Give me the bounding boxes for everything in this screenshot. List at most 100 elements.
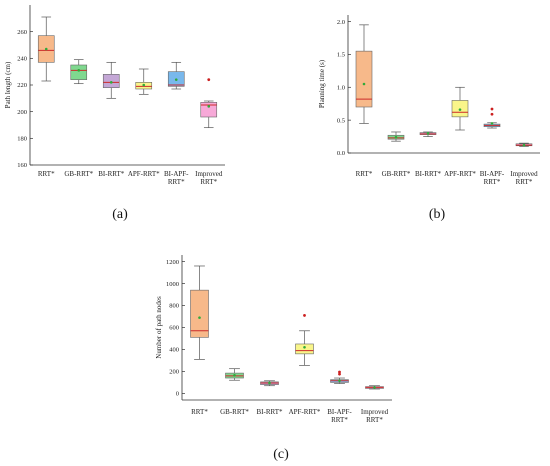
x-category-label: Improved [510, 170, 538, 178]
mean-marker [174, 78, 178, 81]
mean-marker [490, 122, 494, 125]
x-category-label: Improved [361, 408, 389, 416]
x-category-label: BI-RRT* [98, 170, 125, 178]
y-tick-label: 0 [176, 391, 179, 398]
y-tick-label: 160 [17, 162, 27, 169]
mean-marker [109, 81, 113, 84]
box-3 [419, 131, 437, 137]
y-axis-label: Planning time (s) [318, 59, 326, 108]
box-1 [355, 24, 373, 124]
x-category-label: RRT* [516, 178, 533, 186]
y-tick-label: 2.0 [337, 19, 345, 26]
box-5 [483, 107, 501, 129]
y-tick-label: 1.0 [337, 84, 345, 91]
panel-label: (a) [112, 207, 128, 222]
y-tick-label: 180 [17, 136, 27, 143]
x-category-label: RRT* [331, 416, 348, 424]
y-tick-label: 1200 [166, 259, 179, 266]
x-category-label: RRT* [38, 170, 55, 178]
panel-label: (c) [273, 447, 289, 462]
x-category-label: BI-APF- [164, 170, 189, 178]
x-category-label: BI-RRT* [256, 408, 283, 416]
x-category-label: RRT* [168, 178, 185, 186]
box-6 [365, 385, 384, 390]
iqr-box [295, 343, 314, 355]
box-6 [200, 78, 218, 129]
y-tick-label: 200 [17, 109, 27, 116]
mean-marker [142, 83, 146, 87]
y-tick-label: 1000 [166, 281, 179, 288]
x-category-label: APF-RRT* [444, 170, 476, 178]
box-3 [102, 61, 120, 99]
box-5 [167, 61, 185, 90]
box-5 [330, 370, 349, 384]
x-category-label: RRT* [200, 178, 217, 186]
outlier-point [338, 370, 341, 374]
box-1 [190, 265, 209, 360]
outlier-point [303, 314, 306, 317]
box-1 [37, 16, 55, 82]
box-4 [135, 68, 153, 95]
y-tick-label: 220 [17, 82, 27, 89]
y-tick-label: 800 [169, 303, 179, 310]
mean-marker [522, 143, 526, 147]
mean-marker [198, 316, 201, 319]
box-3 [260, 380, 279, 387]
outlier-point [490, 112, 494, 116]
y-tick-label: 0.0 [337, 150, 345, 157]
mean-marker [303, 345, 306, 349]
x-category-label: RRT* [356, 170, 373, 178]
mean-marker [362, 82, 366, 86]
mean-marker [268, 381, 271, 385]
mean-marker [44, 47, 48, 51]
chart-panel-b: 0.0 0.5 1.0 1.5 2.0 Planning time (s) RRT* GB-R… [318, 15, 540, 222]
box-2 [225, 368, 244, 381]
iqr-box [355, 50, 373, 108]
x-category-label: GB-RRT* [64, 170, 93, 178]
iqr-box [102, 74, 120, 88]
x-category-label: Improved [195, 170, 223, 178]
panel-label: (b) [429, 207, 446, 222]
box-4 [295, 314, 314, 366]
box-4 [451, 86, 469, 131]
x-category-label: BI-APF- [327, 408, 352, 416]
y-tick-label: 400 [169, 347, 179, 354]
x-category-label: APF-RRT* [289, 408, 321, 416]
mean-marker [77, 69, 81, 72]
mean-marker [338, 379, 341, 383]
mean-marker [373, 386, 376, 389]
x-category-label: BI-RRT* [415, 170, 442, 178]
outlier-point [490, 107, 494, 111]
y-tick-label: 240 [17, 56, 27, 63]
x-category-label: RRT* [191, 408, 208, 416]
x-category-label: APF-RRT* [128, 170, 160, 178]
iqr-box [200, 102, 218, 118]
y-tick-label: 0.5 [337, 117, 345, 124]
iqr-box [190, 289, 209, 338]
y-axis-label: Path length (cm) [4, 61, 12, 108]
mean-marker [426, 131, 430, 135]
y-tick-label: 200 [169, 369, 179, 376]
y-axis-label: Number of path nodes [155, 296, 163, 359]
iqr-box [70, 64, 88, 80]
box-2 [70, 59, 88, 85]
x-category-label: GB-RRT* [220, 408, 249, 416]
x-category-label: RRT* [366, 416, 383, 424]
x-category-label: BI-APF- [480, 170, 505, 178]
x-category-label: GB-RRT* [382, 170, 411, 178]
mean-marker [394, 135, 398, 139]
mean-marker [233, 373, 236, 377]
outlier-point [207, 78, 211, 82]
mean-marker [207, 105, 211, 108]
box-6 [515, 142, 533, 147]
chart-panel-c: 0 200 400 600 800 1000 1200 Number of path node… [155, 255, 392, 462]
y-tick-label: 600 [169, 325, 179, 332]
y-tick-label: 260 [17, 29, 27, 36]
y-tick-label: 1.5 [337, 52, 345, 59]
x-category-label: RRT* [484, 178, 501, 186]
mean-marker [458, 108, 462, 111]
chart-panel-a: 160 180 200 220 240 260 Path length (cm) RRT* GB… [4, 5, 225, 222]
outlier-point [338, 372, 341, 376]
box-2 [387, 131, 405, 142]
